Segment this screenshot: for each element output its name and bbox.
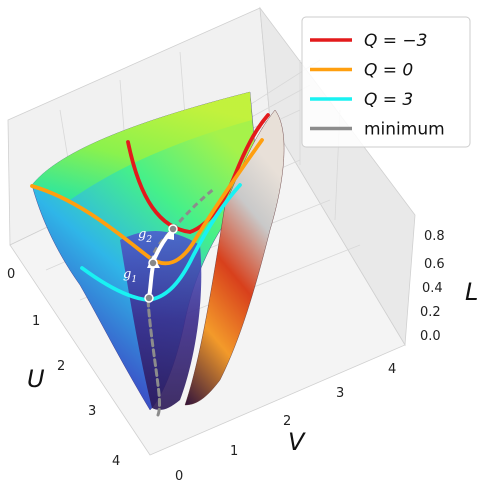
l-tick-3: 0.2 <box>420 305 441 320</box>
legend-box <box>301 16 471 148</box>
v-axis-label: V <box>288 428 306 456</box>
legend-label-1: Q = 0 <box>364 61 413 81</box>
series-line-3b <box>148 186 216 263</box>
v-tick-4: 4 <box>388 362 396 377</box>
point-marker-1 <box>148 258 158 268</box>
series-line-3 <box>146 298 161 417</box>
v-tick-2: 2 <box>283 414 291 429</box>
l-tick-0: 0.8 <box>424 229 445 244</box>
u-tick-3: 3 <box>88 404 96 419</box>
surface-crest <box>32 92 252 200</box>
u-tick-2: 2 <box>57 359 65 374</box>
v-tick-0: 0 <box>175 469 183 484</box>
legend-label-2: Q = 3 <box>364 90 413 110</box>
l-axis-label: L <box>465 278 478 306</box>
v-tick-3: 3 <box>336 386 344 401</box>
u-tick-0: 0 <box>7 267 15 282</box>
l-tick-2: 0.4 <box>422 281 443 296</box>
l-tick-4: 0.0 <box>420 329 441 344</box>
point-marker-2 <box>168 224 178 234</box>
legend-label-0: Q = −3 <box>364 31 428 51</box>
u-tick-4: 4 <box>112 454 120 469</box>
u-tick-1: 1 <box>32 314 40 329</box>
series-line-2 <box>80 183 242 302</box>
legend: Q = −3 Q = 0 Q = 3 minimum <box>301 16 471 148</box>
v-tick-1: 1 <box>230 444 238 459</box>
surface-right-sheet <box>184 109 285 406</box>
u-axis-label: U <box>27 365 45 393</box>
curves <box>30 113 270 417</box>
l-tick-1: 0.6 <box>424 257 445 272</box>
point-marker-0 <box>144 293 154 303</box>
axis-ticks: 0 1 2 3 4 0 1 2 3 4 0.8 0.6 0.4 0.2 0.0 <box>7 229 445 484</box>
legend-label-3: minimum <box>364 120 445 140</box>
series-line-1 <box>30 138 264 266</box>
